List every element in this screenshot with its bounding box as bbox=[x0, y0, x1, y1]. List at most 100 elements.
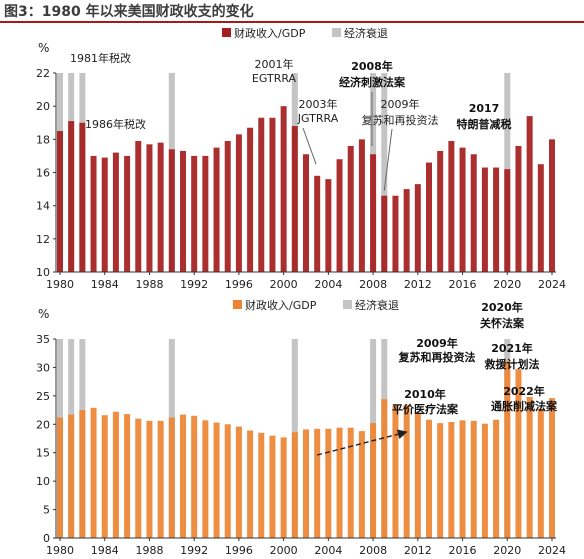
x-tick-label: 1988 bbox=[135, 278, 163, 291]
legend-swatch-revenue bbox=[233, 300, 242, 309]
x-tick-label: 2016 bbox=[449, 544, 477, 557]
annotation-label: 关怀法案 bbox=[480, 316, 525, 330]
data-bar bbox=[537, 164, 544, 272]
data-bar bbox=[515, 145, 522, 272]
data-bar bbox=[157, 142, 164, 272]
annotation-leader-line bbox=[302, 127, 317, 165]
y-tick-label: 5 bbox=[43, 504, 50, 517]
data-bar bbox=[180, 150, 186, 272]
data-bar bbox=[57, 131, 63, 272]
data-bar bbox=[537, 408, 544, 538]
data-bar bbox=[90, 155, 97, 272]
annotation-label: 2020年 bbox=[481, 300, 523, 314]
data-bar bbox=[314, 428, 321, 538]
data-bar bbox=[481, 167, 488, 272]
y-tick-label: 18 bbox=[36, 133, 50, 146]
legend-swatch-revenue bbox=[222, 28, 231, 37]
annotation-label: 2021年 bbox=[491, 341, 533, 355]
data-bar bbox=[526, 396, 533, 538]
data-bar bbox=[224, 424, 231, 538]
y-axis-unit: % bbox=[38, 307, 49, 321]
data-bar bbox=[426, 162, 432, 272]
data-bar bbox=[124, 155, 131, 272]
data-bar bbox=[414, 412, 421, 538]
data-bar bbox=[381, 399, 388, 538]
data-bar bbox=[202, 420, 209, 538]
data-bar bbox=[235, 134, 242, 272]
y-tick-label: 16 bbox=[36, 167, 50, 180]
data-bar bbox=[347, 145, 354, 272]
data-bar bbox=[202, 155, 209, 272]
data-bar bbox=[68, 414, 75, 538]
data-bar bbox=[358, 431, 365, 538]
data-bar bbox=[470, 420, 477, 538]
y-tick-label: 15 bbox=[36, 447, 50, 460]
data-bar bbox=[146, 420, 153, 538]
x-tick-label: 1996 bbox=[225, 544, 253, 557]
data-bar bbox=[191, 415, 198, 538]
data-bar bbox=[414, 184, 421, 272]
data-bar bbox=[358, 139, 365, 272]
annotation-label: 2009年 bbox=[381, 97, 420, 111]
annotation-label: 2001年 bbox=[255, 57, 294, 71]
annotation-label: 1986年税改 bbox=[85, 117, 146, 131]
x-tick-label: 1988 bbox=[135, 544, 163, 557]
x-tick-label: 2012 bbox=[404, 278, 432, 291]
data-bar bbox=[280, 106, 287, 273]
data-bar bbox=[291, 126, 298, 272]
x-tick-label: 1980 bbox=[46, 278, 74, 291]
y-tick-label: 12 bbox=[36, 233, 50, 246]
legend-label-revenue: 财政收入/GDP bbox=[245, 298, 317, 312]
figure-title-rule bbox=[0, 21, 584, 23]
data-bar bbox=[224, 140, 231, 272]
data-bar bbox=[459, 420, 466, 538]
data-bar bbox=[112, 152, 119, 272]
legend-label-revenue: 财政收入/GDP bbox=[234, 26, 306, 40]
data-bar bbox=[504, 169, 511, 272]
annotation-label: 2008年 bbox=[351, 59, 393, 73]
legend-swatch-recession bbox=[343, 300, 352, 309]
data-bar bbox=[303, 429, 309, 538]
data-bar bbox=[403, 189, 410, 272]
data-bar bbox=[90, 407, 97, 538]
x-tick-label: 2000 bbox=[270, 544, 298, 557]
annotation-leader-line bbox=[383, 128, 393, 191]
data-bar bbox=[280, 437, 287, 538]
x-tick-label: 1992 bbox=[180, 278, 208, 291]
data-bar bbox=[213, 422, 220, 538]
annotation-label: EGTRRA bbox=[252, 72, 297, 85]
x-tick-label: 2012 bbox=[404, 544, 432, 557]
x-tick-label: 1996 bbox=[225, 278, 253, 291]
legend-label-recession: 经济衰退 bbox=[355, 298, 399, 312]
annotation-label: 经济刺激法案 bbox=[339, 75, 406, 89]
y-tick-label: 10 bbox=[36, 266, 50, 279]
data-bar bbox=[291, 432, 298, 538]
x-tick-label: 2000 bbox=[270, 278, 298, 291]
data-bar bbox=[381, 195, 388, 272]
data-bar bbox=[79, 122, 86, 272]
data-bar bbox=[549, 139, 555, 272]
x-tick-label: 1984 bbox=[91, 544, 119, 557]
data-bar bbox=[504, 361, 511, 538]
data-bar bbox=[336, 427, 343, 538]
data-bar bbox=[269, 117, 276, 273]
data-bar bbox=[135, 418, 142, 538]
y-tick-label: 25 bbox=[36, 390, 50, 403]
data-bar bbox=[191, 155, 198, 272]
data-bar bbox=[213, 147, 220, 272]
x-tick-label: 1984 bbox=[91, 278, 119, 291]
data-bar bbox=[303, 154, 309, 272]
data-bar bbox=[124, 414, 131, 538]
data-bar bbox=[470, 154, 477, 272]
y-tick-label: 10 bbox=[36, 475, 50, 488]
data-bar bbox=[493, 419, 500, 538]
x-tick-label: 2004 bbox=[314, 278, 342, 291]
trend-arrow bbox=[317, 429, 408, 456]
data-bar bbox=[493, 167, 500, 272]
annotation-label: 平价医疗法案 bbox=[392, 402, 459, 416]
y-axis-unit: % bbox=[38, 41, 49, 55]
annotation-label: 复苏和再投资法 bbox=[362, 113, 439, 127]
annotation-label: 复苏和再投资法 bbox=[398, 350, 476, 364]
annotation-label: 1981年税改 bbox=[70, 51, 131, 65]
y-tick-label: 14 bbox=[36, 200, 50, 213]
